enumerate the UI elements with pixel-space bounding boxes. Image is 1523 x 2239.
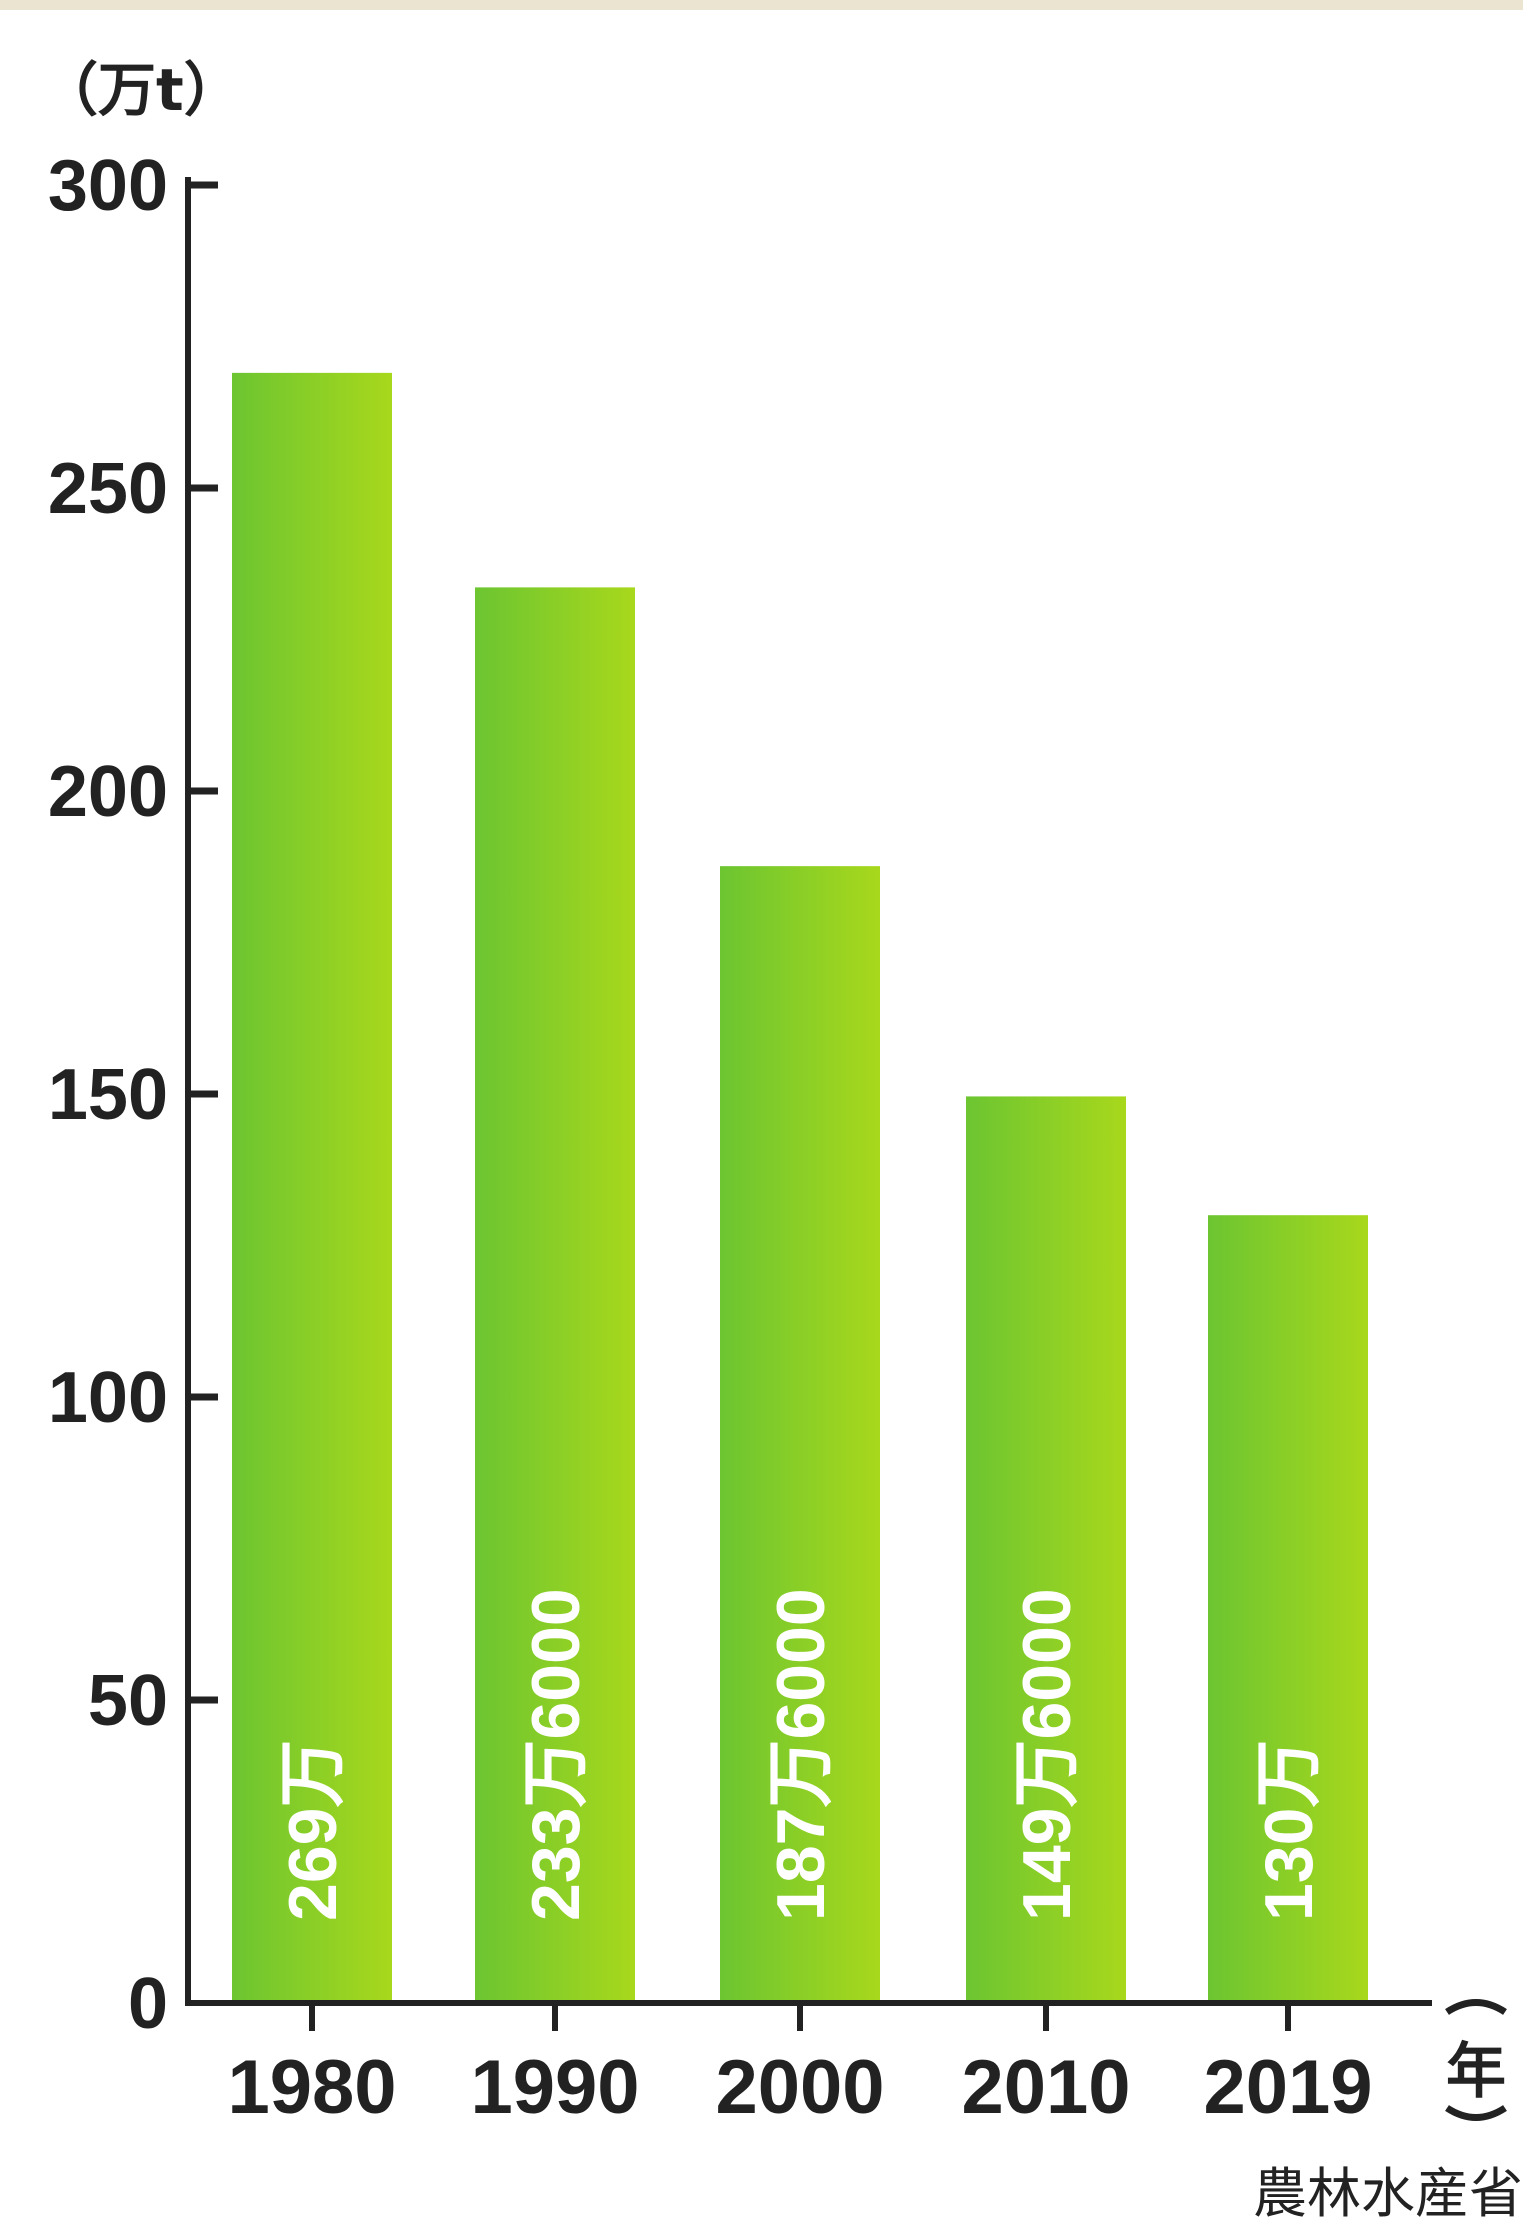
bar-value-label-2000: 187万6000: [763, 1588, 839, 1921]
x-axis-unit: 年: [1445, 1999, 1507, 2121]
bar-1990: [475, 587, 635, 2003]
x-tick-label-1980: 1980: [227, 2045, 396, 2130]
source-label: 農林水産省: [1253, 2162, 1523, 2225]
bar-value-label-1980: 269万: [275, 1740, 351, 1921]
bar-2000: [720, 866, 880, 2003]
y-tick-label-100: 100: [48, 1358, 168, 1438]
x-tick-label-2000: 2000: [715, 2045, 884, 2130]
bar-value-label-1990: 233万6000: [518, 1588, 594, 1921]
y-axis-unit-label: （万t）: [40, 56, 242, 124]
y-tick-label-0: 0: [128, 1964, 168, 2044]
bars: 269万 233万6000 187万6000 149万6000 130万: [232, 372, 1368, 2003]
bar-value-label-2010: 149万6000: [1009, 1588, 1085, 1921]
x-axis: 1980 1990 2000 2010 2019: [185, 2000, 1432, 2130]
x-axis-unit-bracket-top: [1445, 1999, 1507, 2015]
y-tick-label-250: 250: [48, 449, 168, 529]
x-axis-unit-bracket-bottom: [1445, 2105, 1507, 2121]
bar-value-label-2019: 130万: [1251, 1740, 1327, 1921]
x-axis-unit-label: 年: [1446, 2037, 1506, 2107]
y-axis: 0 50 100 150 200 250 300: [48, 146, 218, 2044]
bar-1980: [232, 372, 392, 2003]
x-tick-label-2010: 2010: [961, 2045, 1130, 2130]
x-tick-label-1990: 1990: [470, 2045, 639, 2130]
y-tick-label-150: 150: [48, 1055, 168, 1135]
bar-2019: [1208, 1215, 1368, 2003]
bar-2010: [966, 1096, 1126, 2003]
y-tick-label-200: 200: [48, 752, 168, 832]
top-border-band: [0, 0, 1523, 10]
y-tick-label-50: 50: [88, 1661, 168, 1741]
y-tick-label-300: 300: [48, 146, 168, 226]
x-tick-label-2019: 2019: [1203, 2045, 1372, 2130]
